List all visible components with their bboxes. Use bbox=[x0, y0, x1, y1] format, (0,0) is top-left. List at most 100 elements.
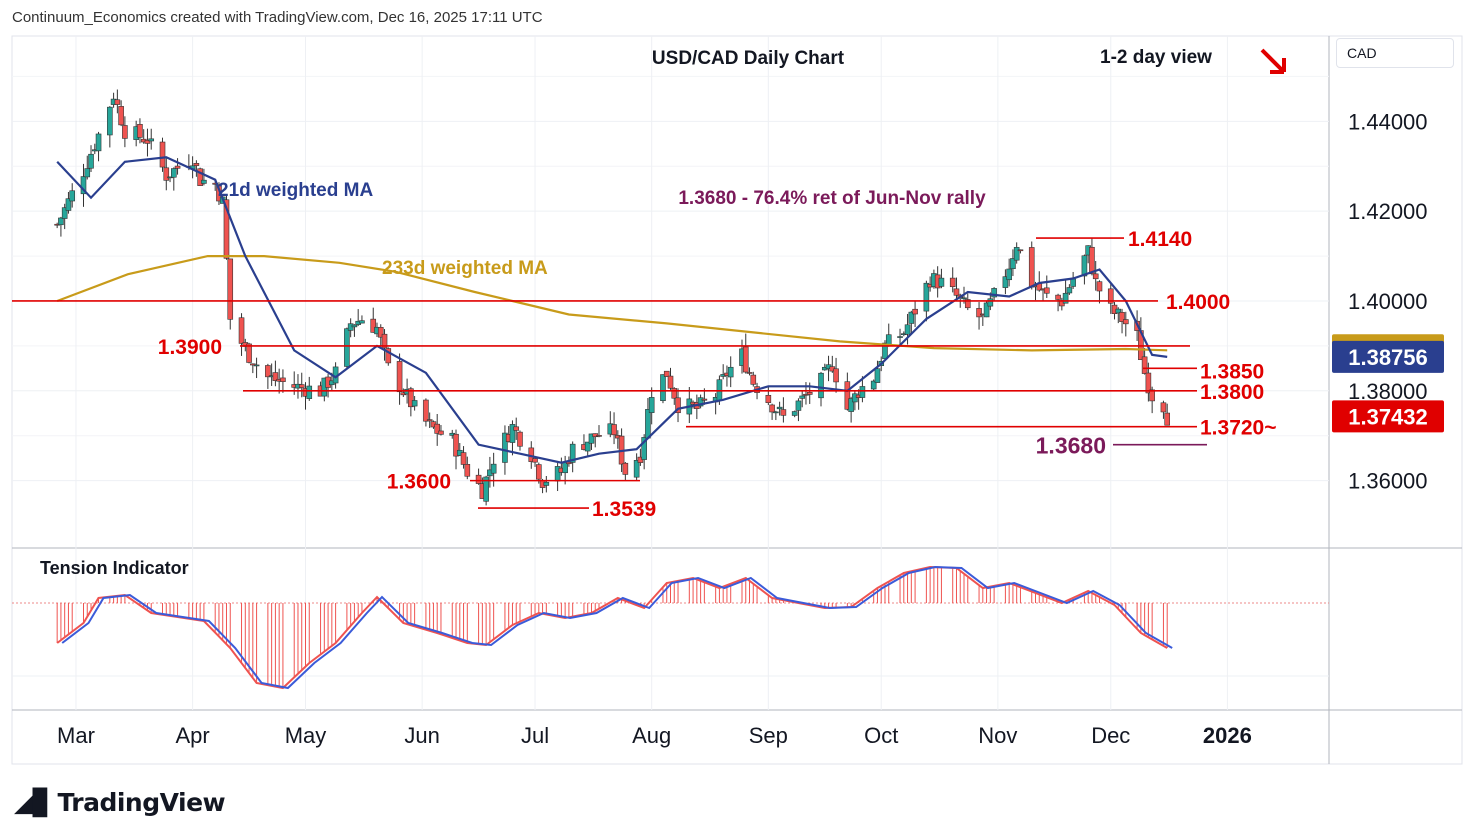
candle-body bbox=[306, 385, 313, 399]
candle-body bbox=[1055, 294, 1061, 300]
candle-body bbox=[976, 308, 982, 318]
candle-body bbox=[833, 368, 839, 383]
candle-body bbox=[588, 433, 595, 444]
candle-body bbox=[1141, 356, 1148, 374]
chart-header: Continuum_Economics created with Trading… bbox=[12, 9, 543, 26]
price-tag: 1.37432 bbox=[1332, 400, 1444, 433]
candle-body bbox=[543, 481, 550, 486]
level-label-1.3680: 1.3680 bbox=[1036, 433, 1106, 459]
candle-body bbox=[272, 372, 279, 381]
level-label: 1.3900 bbox=[158, 336, 222, 359]
candle-body bbox=[65, 198, 72, 211]
candle-body bbox=[513, 426, 520, 431]
candle-body bbox=[791, 411, 798, 416]
x-tick-label: 2026 bbox=[1203, 723, 1252, 748]
retracement-annotation: 1.3680 - 76.4% ret of Jun-Nov rally bbox=[678, 188, 986, 209]
candle-body bbox=[1062, 292, 1069, 304]
price-tag-text: 1.38756 bbox=[1348, 345, 1428, 370]
candle-body bbox=[359, 320, 365, 324]
candle-body bbox=[88, 153, 94, 169]
price-tag-text: 1.37432 bbox=[1348, 404, 1428, 429]
candle-body bbox=[80, 176, 87, 195]
candle-body bbox=[611, 424, 617, 436]
candle-body bbox=[298, 384, 305, 388]
candle-body bbox=[953, 288, 960, 296]
candle-body bbox=[535, 464, 542, 480]
candle-body bbox=[795, 400, 802, 411]
candle-body bbox=[1107, 288, 1114, 304]
x-tick-label: Sep bbox=[749, 723, 788, 748]
candle-body bbox=[464, 464, 471, 477]
level-label: 1.3850 bbox=[1200, 360, 1264, 383]
candle-body bbox=[870, 380, 877, 390]
candle-body bbox=[964, 299, 971, 309]
candle-body bbox=[1028, 247, 1035, 288]
candle-body bbox=[991, 288, 997, 298]
ma233-label: 233d weighted MA bbox=[382, 258, 548, 279]
candle-body bbox=[411, 400, 418, 407]
price-tag-bg bbox=[1332, 340, 1444, 373]
candle-body bbox=[509, 424, 516, 443]
down-arrow-shaft bbox=[1260, 48, 1284, 72]
candle-body bbox=[502, 432, 508, 463]
level-label: 1.4140 bbox=[1128, 228, 1192, 251]
candle-body bbox=[370, 318, 377, 333]
price-tag: 1.38756 bbox=[1332, 340, 1444, 373]
candle-body bbox=[1145, 372, 1152, 394]
candle-body bbox=[848, 398, 854, 412]
candle-body bbox=[584, 441, 591, 452]
candle-body bbox=[671, 388, 678, 399]
tradingview-mark-icon: ◢▊ bbox=[14, 788, 52, 817]
currency-label[interactable]: CAD bbox=[1336, 38, 1454, 68]
candle-body bbox=[1160, 402, 1167, 413]
candle-body bbox=[773, 411, 779, 414]
candle-body bbox=[859, 386, 866, 398]
candle-body bbox=[351, 324, 358, 328]
price-tag-bg bbox=[1332, 400, 1444, 433]
candle-body bbox=[483, 476, 489, 502]
x-tick-label: May bbox=[285, 723, 327, 748]
candle-body bbox=[1164, 412, 1170, 426]
candle-body bbox=[171, 168, 177, 178]
candle-body bbox=[987, 298, 994, 307]
candle-body bbox=[938, 277, 945, 287]
candle-body bbox=[1013, 247, 1020, 261]
candle-body bbox=[675, 397, 681, 414]
candle-body bbox=[490, 463, 497, 474]
ma233-line bbox=[56, 255, 1168, 352]
x-tick-label: Nov bbox=[978, 723, 1017, 748]
candle-body bbox=[381, 333, 388, 349]
candle-body bbox=[727, 366, 734, 378]
candle-body bbox=[197, 168, 203, 186]
candle-body bbox=[201, 179, 207, 184]
candle-body bbox=[114, 99, 121, 105]
candle-body bbox=[844, 381, 851, 410]
x-tick-label: Dec bbox=[1091, 723, 1130, 748]
candle-body bbox=[69, 190, 76, 202]
candle-body bbox=[1092, 273, 1099, 280]
candle-body bbox=[460, 452, 467, 465]
candle-body bbox=[1096, 281, 1103, 292]
candle-body bbox=[122, 125, 128, 139]
candle-body bbox=[58, 217, 64, 226]
candle-body bbox=[1123, 319, 1129, 325]
tension-histogram bbox=[56, 567, 1168, 688]
candle-body bbox=[904, 324, 911, 335]
candle-body bbox=[280, 377, 286, 382]
candle-body bbox=[776, 406, 783, 410]
candle-body bbox=[408, 388, 414, 408]
x-tick-label: Aug bbox=[632, 723, 671, 748]
level-label: 1.3720~ bbox=[1200, 417, 1277, 440]
candle-body bbox=[874, 368, 881, 383]
y-tick-label: 1.36000 bbox=[1348, 469, 1428, 494]
candle-body bbox=[253, 364, 260, 367]
x-tick-label: Mar bbox=[57, 723, 95, 748]
candle-body bbox=[1149, 389, 1155, 402]
candle-body bbox=[633, 460, 640, 478]
candle-body bbox=[193, 163, 200, 166]
candle-body bbox=[648, 397, 655, 413]
candle-body bbox=[1010, 258, 1016, 270]
candle-body bbox=[663, 370, 670, 377]
candle-body bbox=[238, 317, 245, 344]
candle-body bbox=[107, 106, 113, 136]
